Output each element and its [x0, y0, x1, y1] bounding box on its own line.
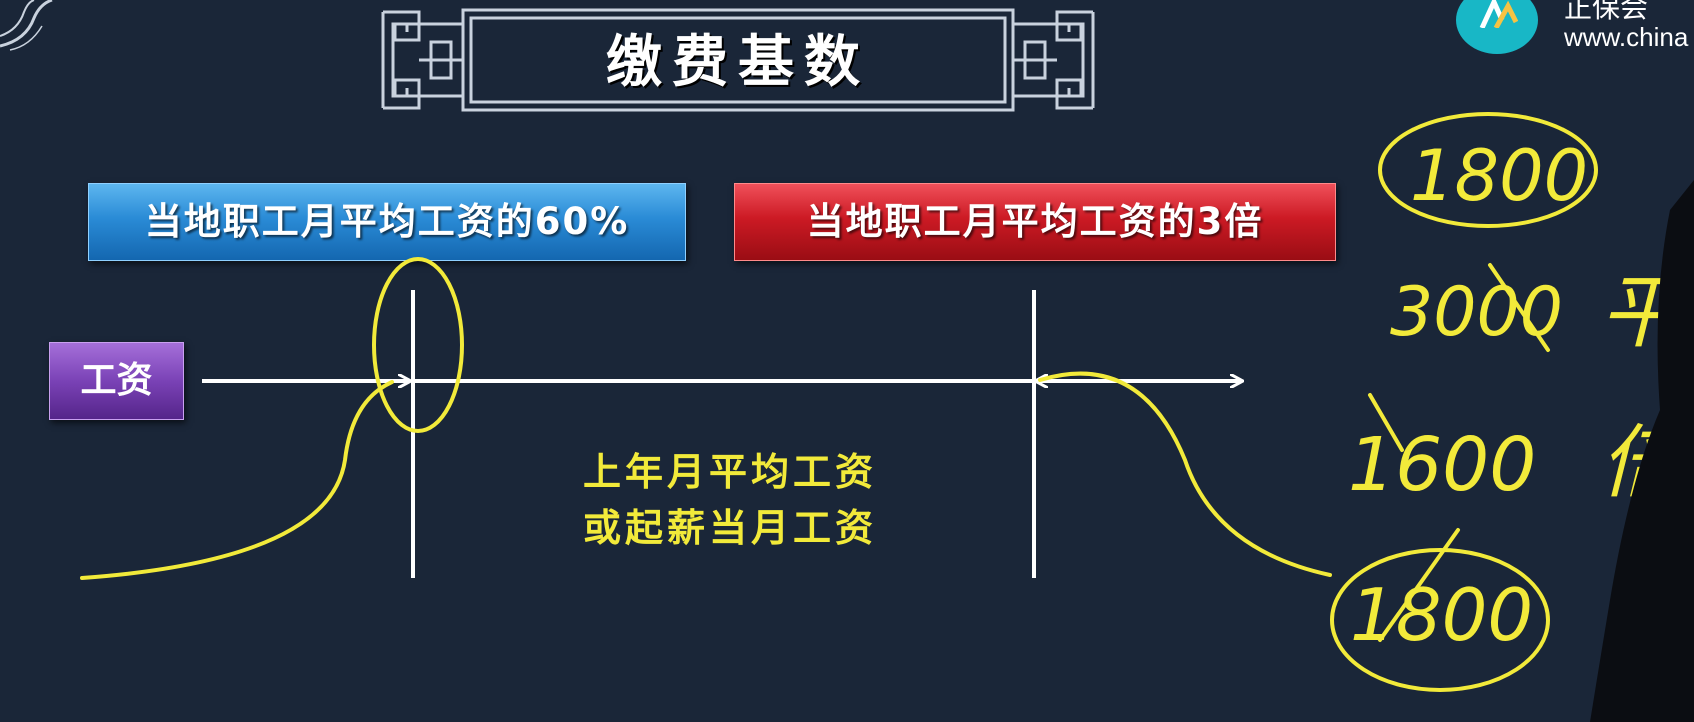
base-text-line-1: 上年月平均工资: [500, 444, 960, 500]
annotation-circle-lower: [374, 259, 462, 431]
annotation-curve-lower: [82, 382, 392, 578]
handwritten-note-6: 1800: [1350, 573, 1533, 657]
handwritten-note-1: 1800: [1410, 135, 1588, 217]
presenter-silhouette: [1590, 180, 1694, 722]
base-text-line-2: 或起薪当月工资: [500, 500, 960, 556]
handwritten-note-2: 3000: [1390, 273, 1563, 352]
base-description: 上年月平均工资 或起薪当月工资: [500, 444, 960, 556]
annotation-curve-upper: [1040, 374, 1330, 575]
handwritten-note-4: 1600: [1348, 422, 1536, 508]
